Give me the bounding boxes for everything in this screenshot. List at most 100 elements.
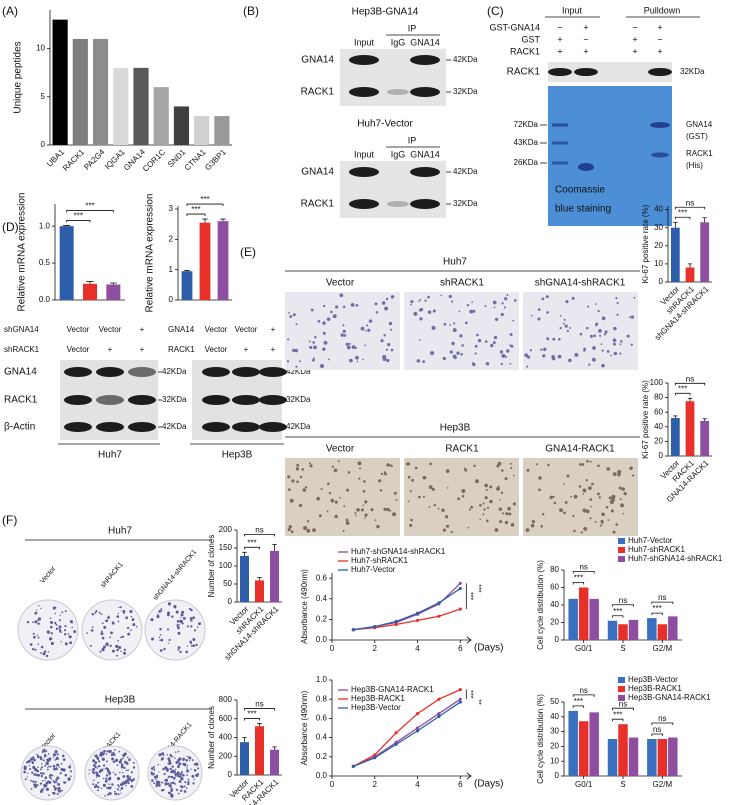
colony <box>68 765 72 769</box>
colony <box>96 757 100 760</box>
cell <box>287 527 291 532</box>
y-tick-label: 80 <box>654 393 663 402</box>
colony <box>31 648 35 651</box>
panel-label: (B) <box>243 4 259 18</box>
cell <box>526 365 529 368</box>
colony <box>73 630 77 634</box>
colony <box>34 611 38 615</box>
band <box>387 201 409 207</box>
colony <box>186 645 189 647</box>
cell <box>446 487 449 489</box>
colony <box>150 767 154 770</box>
cell <box>287 338 290 341</box>
colony <box>117 612 120 614</box>
bar <box>700 420 710 456</box>
significance-bracket <box>674 382 706 386</box>
y-tick-label: 10 <box>654 259 663 268</box>
cell <box>330 498 335 503</box>
colony <box>162 788 165 791</box>
condition-label: GST <box>521 34 540 44</box>
colony <box>106 750 109 753</box>
colony <box>54 621 57 625</box>
colony <box>132 766 136 769</box>
colony <box>157 783 161 787</box>
cell <box>406 462 411 466</box>
cell <box>414 466 418 470</box>
marker-band <box>552 123 568 127</box>
colony <box>55 767 58 771</box>
colony <box>163 647 166 651</box>
size-label: 42KDa <box>162 422 187 431</box>
cell <box>367 328 371 332</box>
significance-label: *** <box>74 212 83 221</box>
condition-value: Vector <box>205 325 228 334</box>
cell <box>591 482 594 486</box>
cell <box>472 362 476 367</box>
cell <box>343 505 346 508</box>
y-tick-label: 400 <box>219 733 233 742</box>
cell <box>588 363 591 366</box>
legend-label: Huh7-Vector <box>351 565 396 574</box>
cell <box>450 530 453 534</box>
bar <box>92 38 109 145</box>
stain-label: Coomassie <box>555 185 605 196</box>
colony <box>123 775 126 777</box>
colony <box>155 778 157 781</box>
y-tick-label: 1.0 <box>316 675 328 684</box>
colony <box>50 765 52 767</box>
colony <box>91 613 95 616</box>
colony <box>182 616 186 620</box>
x-tick-label: CTNA1 <box>183 147 208 172</box>
cell <box>374 519 377 521</box>
legend-swatch <box>618 695 625 701</box>
dish <box>81 599 143 661</box>
colony <box>174 783 176 785</box>
legend-swatch <box>618 556 625 562</box>
colony <box>100 632 104 636</box>
cell <box>468 508 471 511</box>
cell <box>443 322 447 326</box>
lane-label: GNA14 <box>410 149 440 159</box>
legend-swatch <box>618 538 625 544</box>
cell <box>383 507 387 511</box>
cell <box>600 519 604 524</box>
bar <box>181 271 193 300</box>
cell <box>497 485 500 488</box>
cell <box>440 294 443 297</box>
cell <box>530 314 533 317</box>
cell <box>355 304 359 307</box>
significance-bracket <box>674 206 706 210</box>
colony <box>116 615 120 618</box>
colony <box>39 768 42 771</box>
cell <box>457 497 461 501</box>
cell <box>563 511 566 515</box>
x-tick-label: 6 <box>458 644 463 653</box>
colony <box>170 787 173 790</box>
colony <box>50 641 54 646</box>
colony <box>88 773 90 775</box>
colony <box>98 770 102 774</box>
error-bar <box>687 263 693 268</box>
cell <box>288 525 292 529</box>
colony <box>119 789 121 792</box>
colony <box>67 632 70 635</box>
colony <box>125 616 129 620</box>
cell <box>413 311 418 316</box>
stain-label: blue staining <box>555 204 611 215</box>
colony <box>59 772 62 775</box>
colony <box>157 764 160 766</box>
band <box>96 395 124 405</box>
cell <box>476 333 479 337</box>
colony <box>55 623 58 626</box>
colony <box>190 768 192 770</box>
colony <box>120 650 122 653</box>
cell <box>573 494 578 499</box>
sign: + <box>557 46 562 56</box>
colony <box>71 626 73 629</box>
cell <box>380 339 384 343</box>
y-tick-label: 30 <box>654 223 663 232</box>
colony <box>60 641 62 643</box>
colony <box>171 755 174 758</box>
y-tick-label: 150 <box>219 543 233 552</box>
colony <box>122 757 124 760</box>
